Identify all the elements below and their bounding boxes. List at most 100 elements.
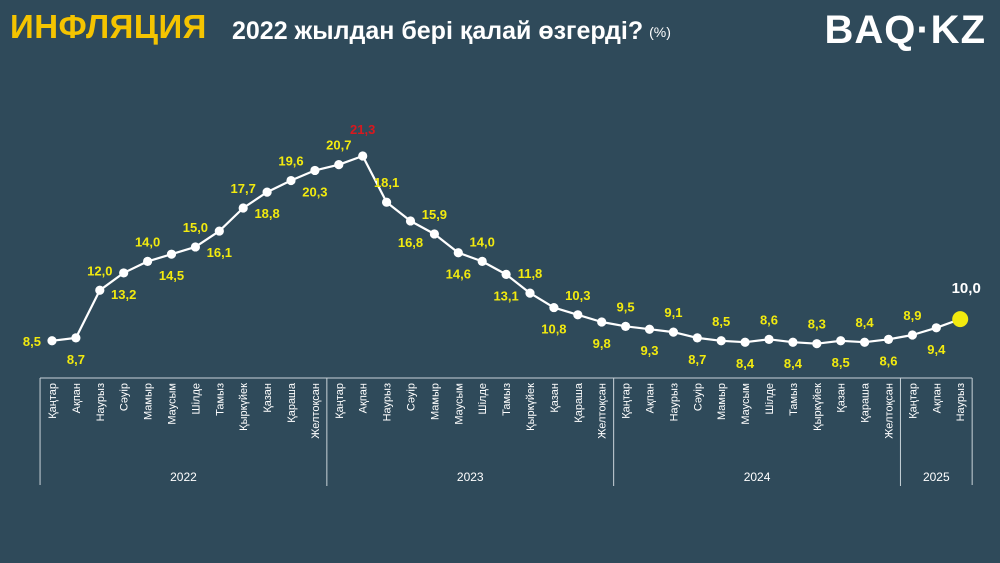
data-label: 11,8 [518, 266, 543, 281]
x-tick-label: Маусым [740, 383, 752, 425]
data-point [47, 336, 57, 346]
data-label: 8,4 [736, 356, 755, 371]
unit-label: (%) [649, 24, 671, 40]
data-label: 9,8 [593, 336, 611, 351]
x-tick-label: Желтоқсан [597, 383, 609, 439]
data-label: 13,1 [493, 288, 518, 303]
x-tick-label: Шілде [477, 383, 489, 414]
data-label: 8,4 [856, 315, 875, 330]
series-line [51, 154, 961, 345]
data-point [860, 337, 870, 347]
data-label: 8,6 [760, 312, 778, 327]
x-tick-label: Ақпан [645, 383, 657, 413]
logo: BAQ·KZ [824, 8, 986, 52]
x-tick-label: Қараша [860, 382, 872, 423]
x-tick-label: Сәуір [692, 383, 704, 411]
x-tick-label: Қыркүйек [238, 383, 250, 431]
data-point [310, 165, 320, 176]
data-label: 15,9 [422, 207, 447, 222]
data-point [358, 151, 368, 161]
data-label: 14,0 [135, 234, 160, 249]
data-point [525, 288, 535, 298]
title: ИНФЛЯЦИЯ [10, 8, 207, 45]
x-tick-label: Қаңтар [47, 383, 59, 419]
x-tick-label: Сәуір [406, 383, 418, 411]
data-point [573, 310, 583, 320]
data-label: 18,8 [254, 206, 279, 221]
x-tick-label: Наурыз [382, 383, 394, 421]
data-label: 21,3 [350, 122, 375, 137]
data-label: 14,5 [159, 268, 184, 283]
data-label: 9,5 [617, 299, 635, 314]
x-tick-label: Ақпан [71, 383, 83, 413]
data-label: 16,8 [398, 235, 423, 250]
data-point [405, 216, 416, 226]
x-tick-label: Желтоқсан [884, 383, 896, 439]
data-point [453, 248, 463, 258]
x-tick-label: Қыркүйек [812, 383, 824, 431]
data-label: 9,3 [640, 343, 658, 358]
data-point [334, 160, 344, 170]
data-point [931, 323, 941, 333]
data-point [883, 334, 894, 344]
x-tick-label: Қазан [262, 383, 274, 413]
data-label: 8,3 [808, 317, 826, 332]
data-label: 17,7 [231, 181, 256, 196]
data-point [692, 333, 702, 343]
data-point [190, 242, 200, 252]
data-point [788, 337, 798, 347]
data-point [71, 333, 81, 343]
x-tick-label: Наурыз [95, 383, 107, 421]
data-point [214, 226, 224, 236]
data-label: 8,4 [784, 356, 803, 371]
data-label: 8,5 [23, 334, 41, 349]
year-label: 2024 [744, 470, 771, 484]
x-tick-label: Қаңтар [907, 383, 919, 419]
data-label: 10,8 [541, 322, 566, 337]
subtitle-text: 2022 жылдан бері қалай өзгерді? [232, 17, 644, 45]
x-tick-label: Шілде [764, 383, 776, 414]
data-point [549, 302, 559, 313]
data-point [644, 324, 655, 334]
x-tick-label: Наурыз [955, 383, 967, 421]
data-point [812, 339, 822, 349]
data-label: 20,3 [302, 184, 327, 199]
x-tick-label: Тамыз [788, 383, 800, 416]
data-label: 9,1 [664, 305, 682, 320]
x-tick-label: Наурыз [668, 383, 680, 421]
x-tick-label: Шілде [190, 383, 202, 414]
data-label: 8,7 [688, 352, 706, 367]
data-label: 8,9 [903, 308, 921, 323]
x-tick-label: Қараша [573, 382, 585, 423]
data-point [166, 249, 177, 259]
data-label: 13,2 [111, 287, 136, 302]
x-tick-label: Маусым [453, 383, 465, 425]
data-label: 12,0 [87, 263, 112, 278]
x-tick-label: Қараша [286, 382, 298, 423]
data-point [477, 256, 487, 266]
x-tick-label: Мамыр [716, 383, 728, 420]
x-tick-label: Мамыр [143, 383, 155, 420]
data-label: 9,4 [927, 342, 946, 357]
data-point [621, 321, 631, 331]
data-point [597, 317, 607, 327]
x-tick-label: Қазан [836, 383, 848, 413]
x-tick-label: Мамыр [429, 383, 441, 420]
data-label: 19,6 [278, 154, 303, 169]
x-tick-label: Ақпан [931, 383, 943, 413]
data-point [907, 330, 918, 340]
x-tick-label: Ақпан [358, 383, 370, 413]
x-tick-label: Тамыз [214, 383, 226, 416]
data-point [382, 197, 392, 207]
data-label: 15,0 [183, 220, 208, 235]
x-tick-label: Тамыз [501, 383, 513, 416]
data-label: 14,0 [470, 234, 495, 249]
data-point [95, 285, 105, 295]
data-label: 18,1 [374, 175, 399, 190]
data-point [716, 336, 726, 346]
x-tick-label: Қаңтар [621, 383, 633, 419]
year-label: 2025 [923, 470, 950, 484]
subtitle: 2022 жылдан бері қалай өзгерді? (%) [232, 17, 671, 46]
